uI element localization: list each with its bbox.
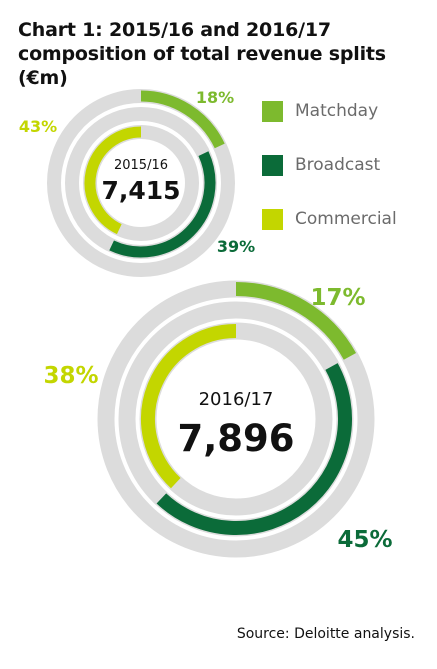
arc-broadcast-2 bbox=[156, 363, 352, 535]
arc-commercial-1 bbox=[84, 126, 142, 235]
center-season-label-1: 2015/16 bbox=[114, 158, 168, 173]
chart-title-line-2: composition of total revenue splits (€m) bbox=[18, 43, 386, 89]
data-label-commercial-2: 38% bbox=[43, 363, 98, 389]
arc-commercial-2 bbox=[141, 324, 237, 489]
legend-swatch-broadcast bbox=[262, 154, 283, 176]
chart-title: Chart 1: 2015/16 and 2016/17 composition… bbox=[18, 18, 428, 90]
data-label-broadcast-2: 45% bbox=[337, 527, 392, 553]
donut-chart-2: 17% 45% 38% 2016/17 7,896 bbox=[43, 280, 393, 558]
donut-chart-1: 18% 39% 43% 2015/16 7,415 bbox=[19, 88, 255, 277]
center-season-label-2: 2016/17 bbox=[199, 389, 274, 410]
arc-broadcast-1 bbox=[109, 151, 216, 258]
data-label-matchday-1: 18% bbox=[196, 88, 234, 107]
legend-label-commercial: Commercial bbox=[295, 209, 397, 229]
legend-swatch-matchday bbox=[262, 100, 283, 122]
data-label-commercial-1: 43% bbox=[19, 117, 57, 136]
source-note: Source: Deloitte analysis. bbox=[236, 626, 415, 642]
data-label-matchday-2: 17% bbox=[310, 285, 365, 311]
legend-item-matchday: Matchday bbox=[262, 99, 378, 123]
data-label-broadcast-1: 39% bbox=[217, 237, 255, 256]
center-total-value-1: 7,415 bbox=[101, 176, 180, 205]
legend-label-matchday: Matchday bbox=[295, 101, 379, 121]
legend-label-broadcast: Broadcast bbox=[295, 155, 381, 175]
legend-swatch-commercial bbox=[262, 208, 283, 230]
arc-matchday-1 bbox=[140, 90, 225, 149]
arc-matchday-2 bbox=[235, 282, 357, 360]
chart-title-line-1: Chart 1: 2015/16 and 2016/17 bbox=[18, 19, 331, 41]
center-total-value-2: 7,896 bbox=[177, 417, 294, 460]
legend-item-commercial: Commercial bbox=[262, 207, 397, 231]
legend-item-broadcast: Broadcast bbox=[262, 153, 380, 177]
